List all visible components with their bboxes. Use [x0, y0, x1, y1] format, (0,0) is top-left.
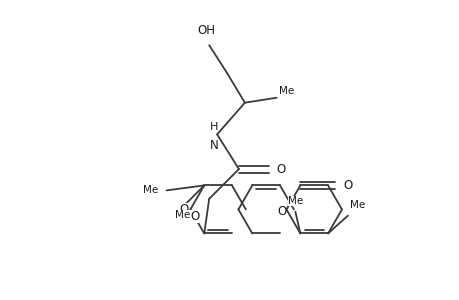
Text: O: O — [276, 163, 285, 176]
Text: Me: Me — [349, 200, 364, 210]
Text: N: N — [209, 139, 218, 152]
Text: O: O — [190, 210, 199, 223]
Text: O: O — [179, 203, 188, 216]
Text: H: H — [209, 122, 218, 132]
Text: Me: Me — [143, 185, 158, 195]
Text: OH: OH — [197, 24, 215, 37]
Text: Me: Me — [174, 210, 190, 220]
Text: O: O — [277, 205, 286, 218]
Text: Me: Me — [287, 196, 302, 206]
Text: Me: Me — [278, 86, 293, 96]
Text: O: O — [342, 179, 352, 192]
